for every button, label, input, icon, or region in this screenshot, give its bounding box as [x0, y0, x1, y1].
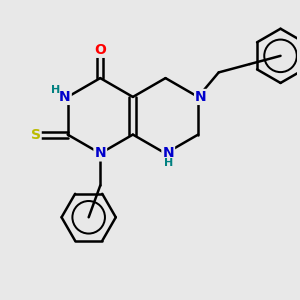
- Text: H: H: [164, 158, 173, 168]
- Text: N: N: [162, 146, 174, 161]
- Text: H: H: [51, 85, 61, 95]
- Text: S: S: [31, 128, 40, 142]
- Text: N: N: [94, 146, 106, 161]
- Text: N: N: [59, 90, 71, 104]
- Text: O: O: [94, 43, 106, 57]
- Text: N: N: [195, 90, 207, 104]
